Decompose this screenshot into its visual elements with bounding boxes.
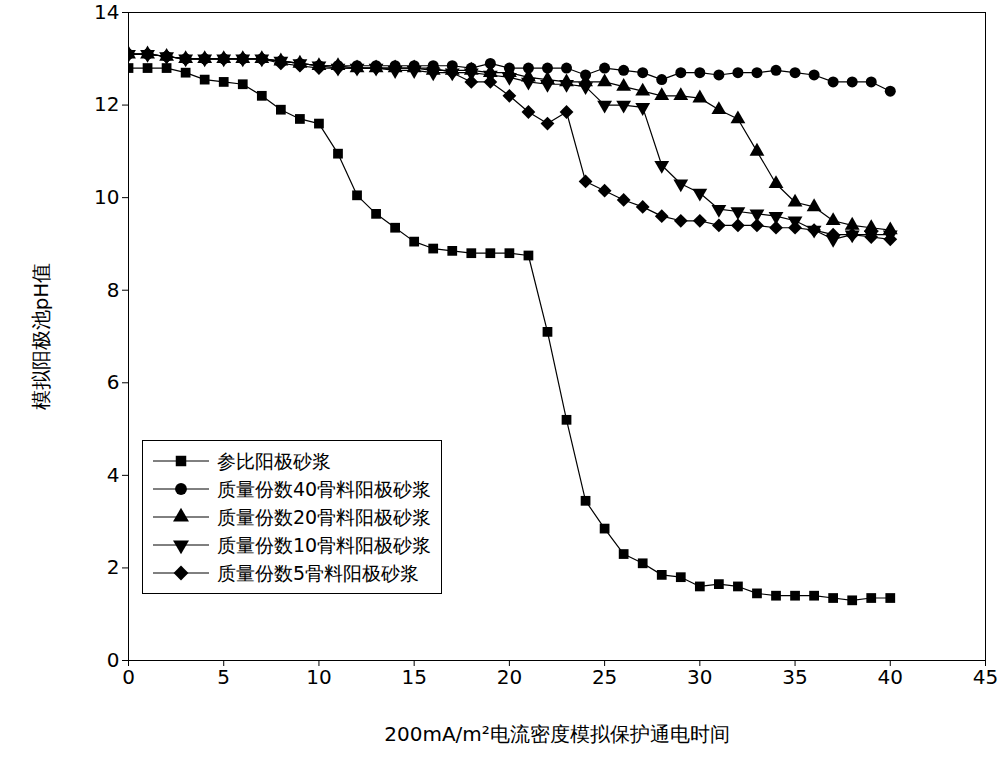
svg-text:0: 0 xyxy=(122,665,135,689)
svg-text:35: 35 xyxy=(782,665,807,689)
html-text:质量份数10骨料阳极砂浆: 质量份数10骨料阳极砂浆 xyxy=(217,534,432,556)
svg-text:20: 20 xyxy=(497,665,522,689)
svg-text:0: 0 xyxy=(107,648,120,672)
svg-text:10: 10 xyxy=(94,185,119,209)
svg-text:45: 45 xyxy=(973,665,998,689)
svg-text:40: 40 xyxy=(878,665,903,689)
svg-text:6: 6 xyxy=(107,370,120,394)
svg-text:200mA/m²电流密度模拟保护通电时间: 200mA/m²电流密度模拟保护通电时间 xyxy=(384,722,730,746)
html-text:质量份数40骨料阳极砂浆: 质量份数40骨料阳极砂浆 xyxy=(217,478,432,500)
svg-text:8: 8 xyxy=(107,278,120,302)
svg-text:模拟阳极池pH值: 模拟阳极池pH值 xyxy=(29,263,53,411)
svg-text:15: 15 xyxy=(401,665,426,689)
svg-text:14: 14 xyxy=(94,0,119,24)
svg-text:4: 4 xyxy=(107,463,120,487)
svg-text:30: 30 xyxy=(687,665,712,689)
html-text:质量份数20骨料阳极砂浆: 质量份数20骨料阳极砂浆 xyxy=(217,506,432,528)
svg-text:12: 12 xyxy=(94,92,119,116)
svg-text:2: 2 xyxy=(107,555,120,579)
svg-text:25: 25 xyxy=(592,665,617,689)
svg-text:10: 10 xyxy=(306,665,331,689)
html-text:质量份数5骨料阳极砂浆: 质量份数5骨料阳极砂浆 xyxy=(217,562,420,584)
html-text:参比阳极砂浆: 参比阳极砂浆 xyxy=(217,450,331,472)
svg-text:5: 5 xyxy=(217,665,230,689)
